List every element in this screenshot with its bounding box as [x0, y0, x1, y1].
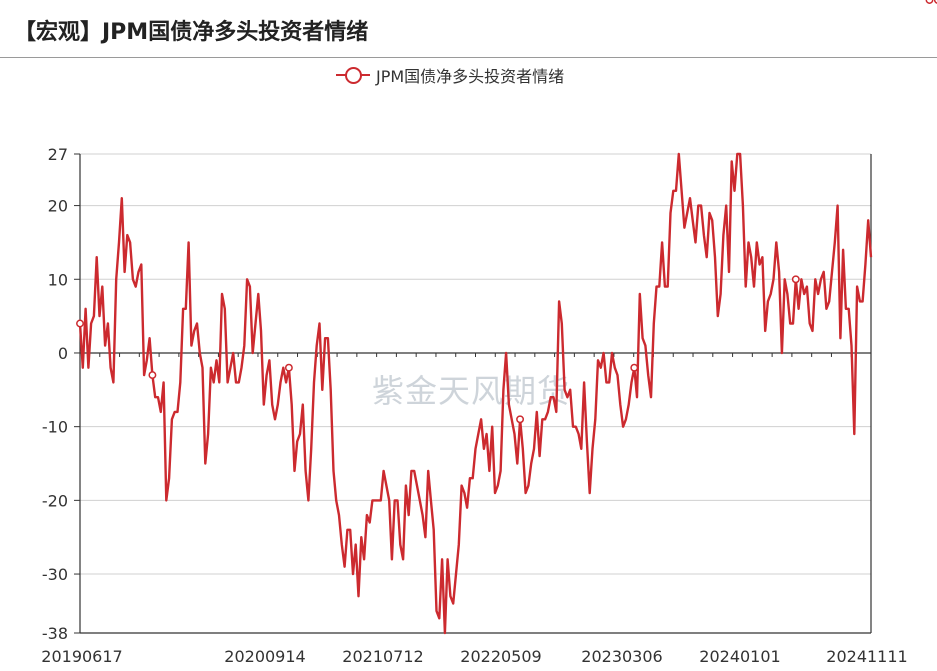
series-line [78, 152, 873, 635]
title-divider [0, 57, 937, 58]
legend-line-marker-icon [336, 64, 370, 86]
series-point-marker [925, 0, 934, 4]
x-tick-label: 20220509 [460, 647, 541, 666]
y-tick-label: 0 [58, 344, 68, 363]
y-tick-label: -20 [42, 491, 68, 510]
legend-label: JPM国债净多头投资者情绪 [376, 67, 565, 86]
series-point-marker [148, 371, 157, 380]
y-tick-label: 20 [48, 197, 68, 216]
y-tick-label: 10 [48, 270, 68, 289]
chart-legend[interactable]: JPM国债净多头投资者情绪 [336, 64, 564, 86]
page-title: 【宏观】JPM国债净多头投资者情绪 [14, 20, 369, 45]
series-point-marker [516, 415, 525, 424]
x-tick-label: 20241111 [826, 647, 907, 666]
series-point-marker [284, 363, 293, 372]
x-tick-label: 20190617 [41, 647, 122, 666]
watermark: 紫金天风期货 [372, 372, 571, 410]
series-point-marker [630, 363, 639, 372]
series-point-marker [933, 0, 937, 4]
y-tick-label: -38 [42, 624, 68, 643]
x-tick-label: 20230306 [581, 647, 662, 666]
x-tick-label: 20200914 [224, 647, 305, 666]
series-point-marker [76, 319, 84, 328]
y-tick-label: 27 [48, 145, 68, 164]
x-tick-label: 20240101 [699, 647, 780, 666]
y-tick-label: -10 [42, 418, 68, 437]
series-point-marker [791, 275, 800, 284]
y-tick-label: -30 [42, 565, 68, 584]
x-tick-label: 20210712 [342, 647, 423, 666]
